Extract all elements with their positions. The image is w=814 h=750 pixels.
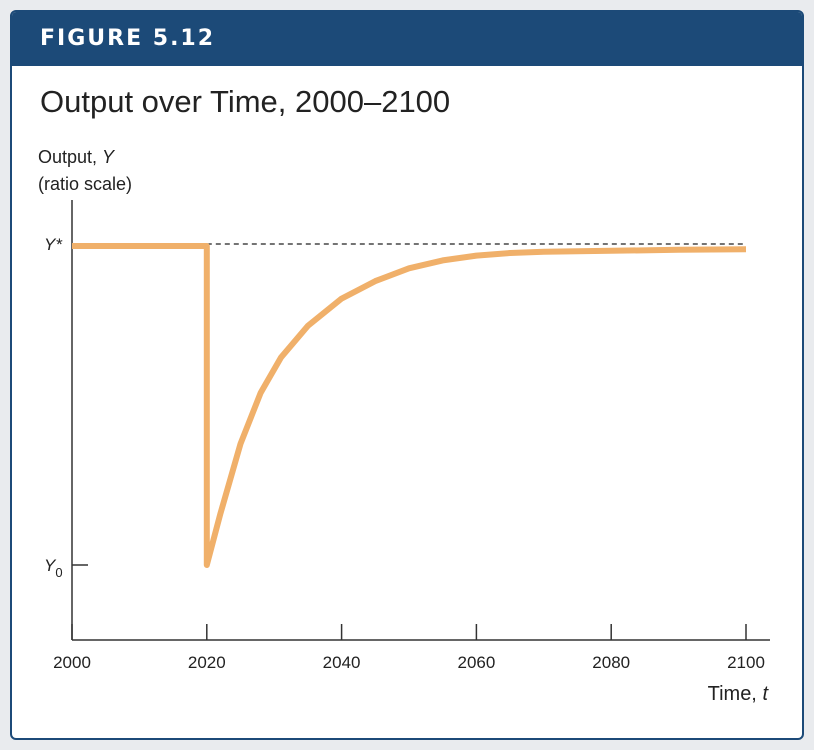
chart-title: Output over Time, 2000–2100 xyxy=(40,84,451,119)
x-tick-label: 2000 xyxy=(53,653,91,672)
figure-banner: FIGURE 5.12 xyxy=(12,12,802,66)
y-axis-subtitle: (ratio scale) xyxy=(38,174,132,194)
y-zero-label-base: Y xyxy=(44,556,57,575)
y-zero-label-sub: 0 xyxy=(55,565,62,580)
figure-label: FIGURE 5.12 xyxy=(40,26,216,51)
figure-frame: FIGURE 5.12 Output over Time, 2000–2100 xyxy=(10,10,804,740)
x-tick-label: 2080 xyxy=(592,653,630,672)
y-axis-title-var: Y xyxy=(102,147,116,167)
y-axis-title-text: Output, xyxy=(38,147,102,167)
y-axis-title: Output, Y xyxy=(38,147,116,167)
x-tick-label: 2020 xyxy=(188,653,226,672)
x-ticks: 2000 2020 2040 2060 2080 2100 xyxy=(53,624,765,672)
x-tick-label: 2060 xyxy=(457,653,495,672)
x-axis-title: Time, t xyxy=(708,683,770,705)
x-tick-label: 2040 xyxy=(323,653,361,672)
y-labels: Y* Y0 xyxy=(44,235,88,580)
output-series-line xyxy=(72,243,747,568)
y-star-label: Y* xyxy=(44,235,63,254)
x-axis-title-text: Time, xyxy=(708,683,763,705)
x-axis-title-var: t xyxy=(762,683,769,705)
y-zero-label: Y0 xyxy=(44,556,63,580)
x-tick-label: 2100 xyxy=(727,653,765,672)
